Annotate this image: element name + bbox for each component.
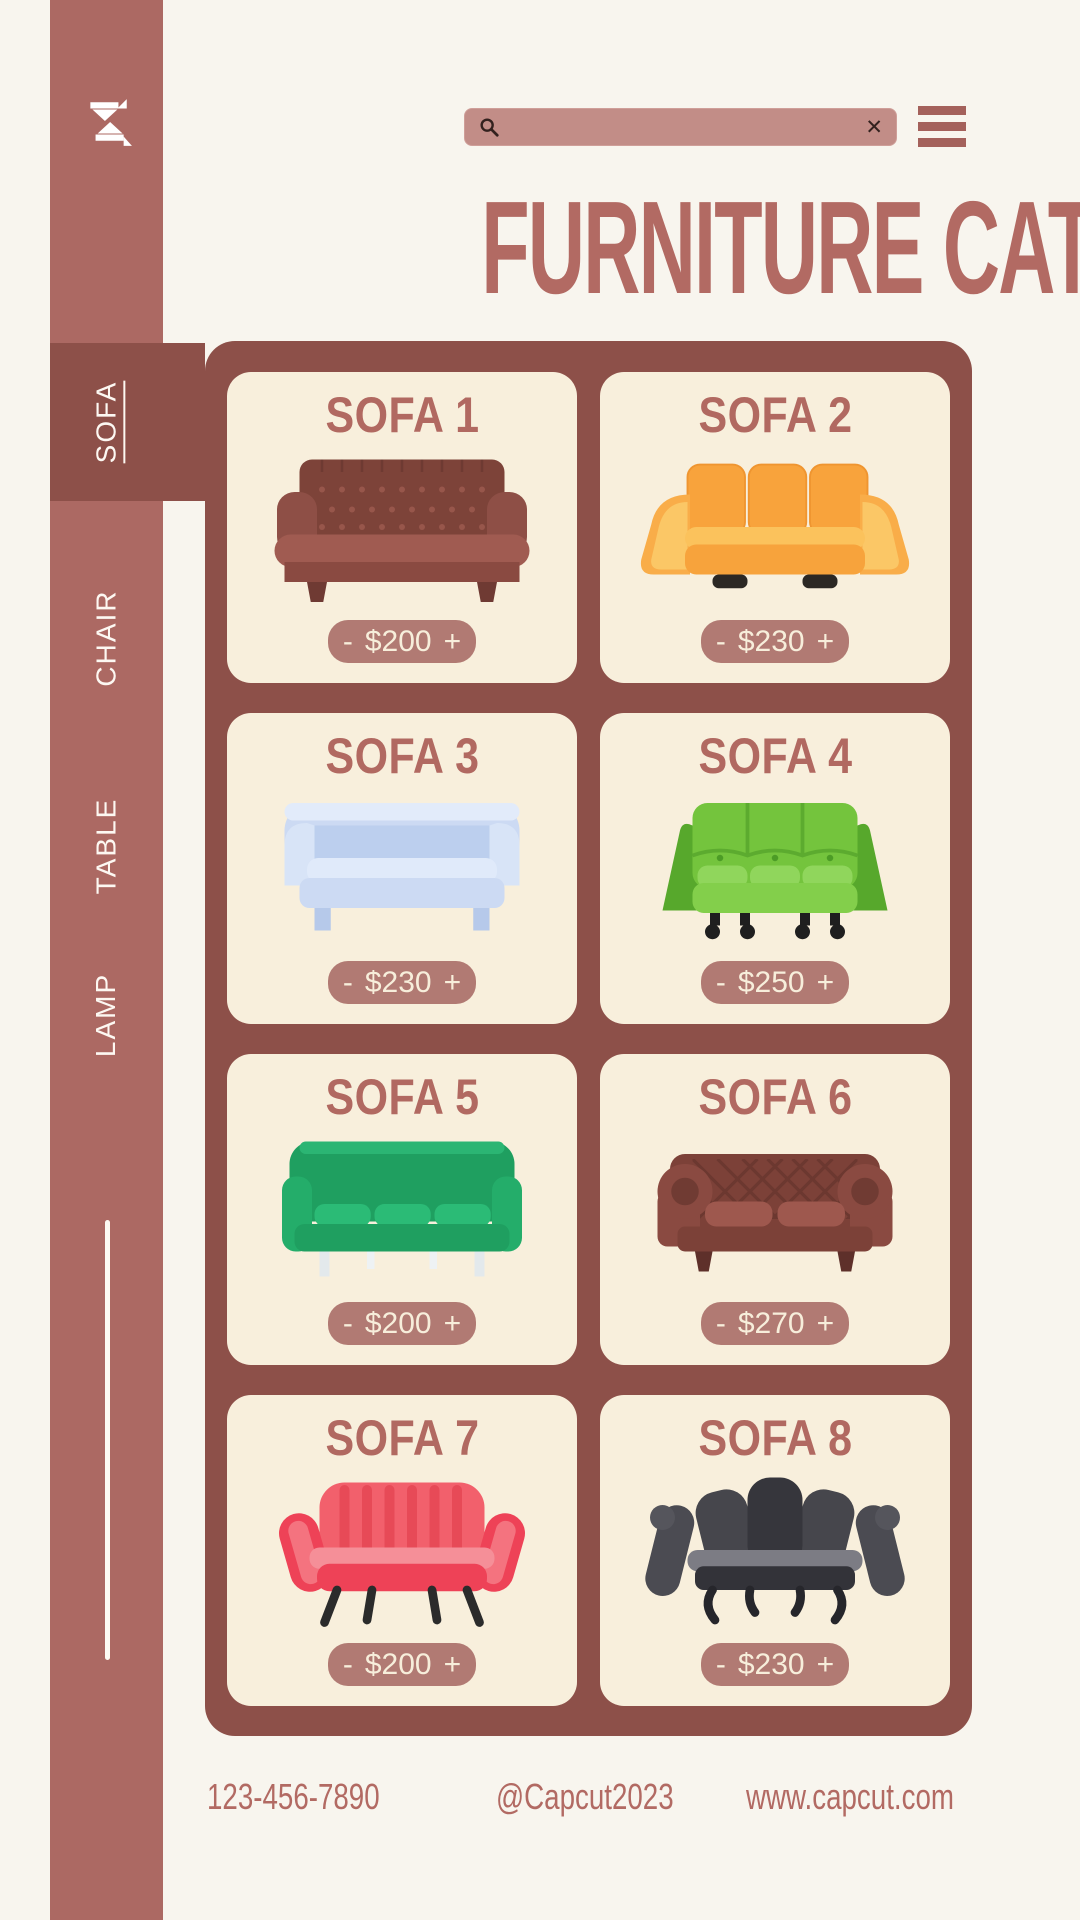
decrease-price-button[interactable]: - [342,1647,353,1681]
sofa-8-illustration [645,1477,905,1625]
footer-phone: 123-456-7890 [207,1776,380,1817]
price-stepper[interactable]: - $230 + [328,961,476,1004]
increase-price-button[interactable]: + [443,1306,462,1340]
decrease-price-button[interactable]: - [715,1306,726,1340]
price-stepper[interactable]: - $230 + [701,620,849,663]
increase-price-button[interactable]: + [816,1306,835,1340]
product-price: $200 [364,1306,432,1340]
sidebar-item-table[interactable]: TABLE [50,786,163,906]
increase-price-button[interactable]: + [443,965,462,999]
product-name: SOFA 3 [325,728,479,784]
sofa-4-illustration [662,803,888,940]
product-card: SOFA 5 - $200 + [227,1054,577,1365]
product-price: $230 [737,1647,805,1681]
menu-bar [918,106,966,115]
increase-price-button[interactable]: + [816,624,835,658]
product-card: SOFA 4 - $250 + [600,713,950,1024]
sofa-5-illustration [282,1141,522,1277]
decrease-price-button[interactable]: - [715,1647,726,1681]
price-stepper[interactable]: - $250 + [701,961,849,1004]
product-price: $230 [737,624,805,658]
product-name: SOFA 5 [325,1069,479,1125]
sofa-6-illustration [657,1154,893,1272]
increase-price-button[interactable]: + [816,1647,835,1681]
product-price: $200 [364,624,432,658]
catalog-panel: SOFA 1 - $200 + SOFA 2 [205,341,972,1736]
capcut-logo-icon [89,99,132,146]
increase-price-button[interactable]: + [816,965,835,999]
product-card: SOFA 7 - $200 [227,1395,577,1706]
sofa-2-illustration [640,463,910,589]
product-card: SOFA 6 - $270 + [600,1054,950,1365]
product-name: SOFA 4 [698,728,852,784]
product-name: SOFA 8 [698,1410,852,1466]
increase-price-button[interactable]: + [443,1647,462,1681]
price-stepper[interactable]: - $200 + [328,1302,476,1345]
price-stepper[interactable]: - $200 + [328,1643,476,1686]
search-bar[interactable]: ✕ [464,108,897,146]
sidebar-active-tab-sofa[interactable] [50,343,205,501]
product-price: $230 [364,965,432,999]
decrease-price-button[interactable]: - [342,1306,353,1340]
product-name: SOFA 1 [325,387,479,443]
decrease-price-button[interactable]: - [342,624,353,658]
sidebar-item-lamp[interactable]: LAMP [50,955,163,1075]
hamburger-menu-icon[interactable] [918,106,966,147]
product-price: $270 [737,1306,805,1340]
decrease-price-button[interactable]: - [342,965,353,999]
sofa-7-illustration [278,1482,526,1627]
sidebar-decorative-line [105,1220,110,1660]
sofa-3-illustration [284,803,520,931]
menu-bar [918,122,966,131]
footer-website: www.capcut.com [746,1776,954,1817]
product-card: SOFA 8 - $230 + [600,1395,950,1706]
product-card: SOFA 3 - $230 + [227,713,577,1024]
product-name: SOFA 6 [698,1069,852,1125]
price-stepper[interactable]: - $230 + [701,1643,849,1686]
sidebar-item-sofa-label: SOFA [90,380,122,464]
sidebar-item-sofa[interactable]: SOFA [50,343,163,501]
page-title: FURNITURE CATALOG [481,174,1080,321]
search-icon [480,118,499,137]
price-stepper[interactable]: - $270 + [701,1302,849,1345]
increase-price-button[interactable]: + [443,624,462,658]
product-name: SOFA 7 [325,1410,479,1466]
clear-search-icon[interactable]: ✕ [865,115,883,139]
sofa-1-illustration [274,459,530,602]
price-stepper[interactable]: - $200 + [328,620,476,663]
search-input[interactable] [510,114,856,140]
sidebar-item-chair[interactable]: CHAIR [50,578,163,698]
brand-logo [50,96,163,148]
product-card: SOFA 1 - $200 + [227,372,577,683]
decrease-price-button[interactable]: - [715,624,726,658]
product-price: $200 [364,1647,432,1681]
decrease-price-button[interactable]: - [715,965,726,999]
footer-social-handle: @Capcut2023 [496,1776,674,1817]
product-name: SOFA 2 [698,387,852,443]
menu-bar [918,138,966,147]
product-price: $250 [737,965,805,999]
sidebar-item-table-label: TABLE [90,797,122,895]
sidebar-item-lamp-label: LAMP [90,972,122,1058]
product-card: SOFA 2 - $230 + [600,372,950,683]
sidebar-item-chair-label: CHAIR [90,589,122,687]
